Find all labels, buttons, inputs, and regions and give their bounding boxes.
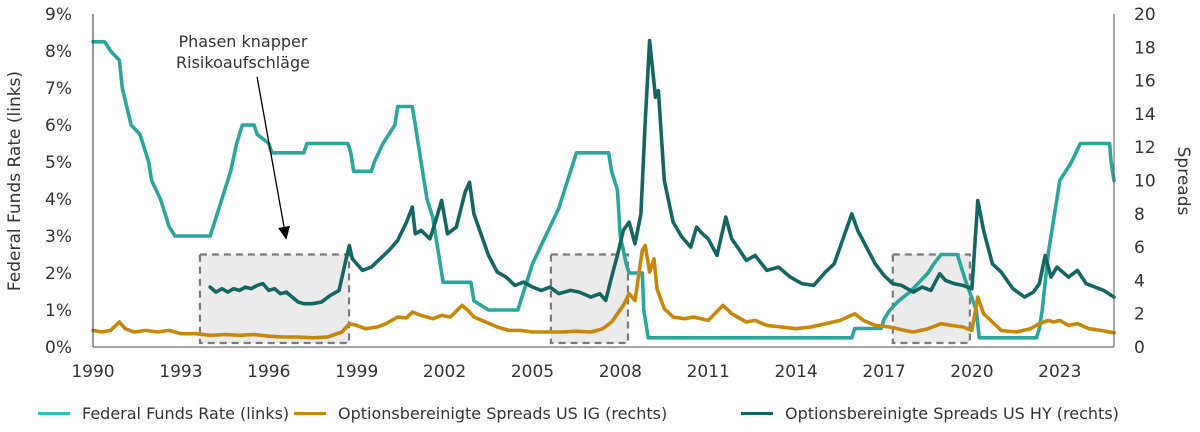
y-left-axis-title: Federal Funds Rate (links) [5, 71, 25, 291]
x-tick-label: 1993 [159, 362, 202, 382]
y-right-tick-label: 18 [1134, 38, 1156, 58]
x-tick-label: 1996 [247, 362, 290, 382]
x-tick-label: 2014 [774, 362, 817, 382]
legend-item-ffr: Federal Funds Rate (links) [38, 398, 289, 428]
y-right-tick-label: 12 [1134, 138, 1156, 158]
legend-label-ig: Optionsbereinigte Spreads US IG (rechts) [338, 403, 668, 423]
series-line-ffr [91, 39, 1116, 340]
legend-swatch-ig [294, 411, 326, 415]
x-tick-label: 2011 [687, 362, 730, 382]
x-tick-label: 1999 [335, 362, 378, 382]
x-tick-label: 2023 [1038, 362, 1081, 382]
y-right-tick-label: 0 [1134, 338, 1145, 358]
y-right-tick-label: 14 [1134, 105, 1156, 125]
y-left-tick-label: 1% [45, 301, 72, 321]
y-left-tick-label: 8% [45, 42, 72, 62]
y-left-tick-labels: 0% 1% 2% 3% 4% 5% 6% 7% 8% 9% [45, 5, 72, 358]
x-tick-label: 2017 [862, 362, 905, 382]
annotation-line-2: Risikoaufschläge [176, 53, 310, 72]
y-right-tick-label: 8 [1134, 205, 1145, 225]
y-left-tick-label: 6% [45, 116, 72, 136]
y-right-tick-label: 6 [1134, 238, 1145, 258]
y-right-tick-labels: 0 2 4 6 8 10 12 14 16 18 20 [1134, 5, 1156, 358]
annotation-line-1: Phasen knapper [179, 32, 308, 51]
y-left-tick-label: 5% [45, 153, 72, 173]
y-right-tick-label: 20 [1134, 5, 1156, 25]
legend-item-ig: Optionsbereinigte Spreads US IG (rechts) [294, 398, 667, 428]
y-right-tick-label: 2 [1134, 305, 1145, 325]
annotation-arrow-line [256, 76, 285, 228]
legend: Federal Funds Rate (links) Optionsberein… [0, 398, 1200, 428]
shaded-period-2 [549, 253, 630, 345]
x-tick-label: 2002 [423, 362, 466, 382]
y-left-tick-label: 0% [45, 338, 72, 358]
legend-item-hy: Optionsbereinigte Spreads US HY (rechts) [741, 398, 1119, 428]
axes [92, 14, 1115, 348]
legend-label-hy: Optionsbereinigte Spreads US HY (rechts) [785, 403, 1119, 423]
series-line-hy [208, 38, 1116, 306]
x-tick-label: 1990 [71, 362, 114, 382]
series-lines [91, 38, 1116, 340]
x-tick-label: 2005 [511, 362, 554, 382]
y-right-tick-label: 16 [1134, 72, 1156, 92]
y-left-tick-label: 2% [45, 264, 72, 284]
y-right-tick-label: 10 [1134, 172, 1156, 192]
annotation: Phasen knapper Risikoaufschläge [176, 32, 310, 240]
y-left-tick-label: 4% [45, 190, 72, 210]
x-tick-label: 2008 [599, 362, 642, 382]
series-line-ig [91, 243, 1116, 340]
legend-label-ffr: Federal Funds Rate (links) [82, 403, 290, 423]
legend-swatch-hy [741, 411, 773, 415]
y-left-tick-label: 7% [45, 79, 72, 99]
y-left-tick-label: 3% [45, 227, 72, 247]
y-left-tick-label: 9% [45, 5, 72, 25]
y-right-tick-label: 4 [1134, 271, 1145, 291]
x-tick-labels: 1990 1993 1996 1999 2002 2005 2008 2011 2014 2017… [71, 362, 1081, 382]
x-tick-label: 2020 [950, 362, 993, 382]
annotation-arrow-head-icon [278, 225, 290, 240]
legend-swatch-ffr [38, 411, 70, 415]
y-right-axis-title: Spreads [1173, 147, 1193, 216]
